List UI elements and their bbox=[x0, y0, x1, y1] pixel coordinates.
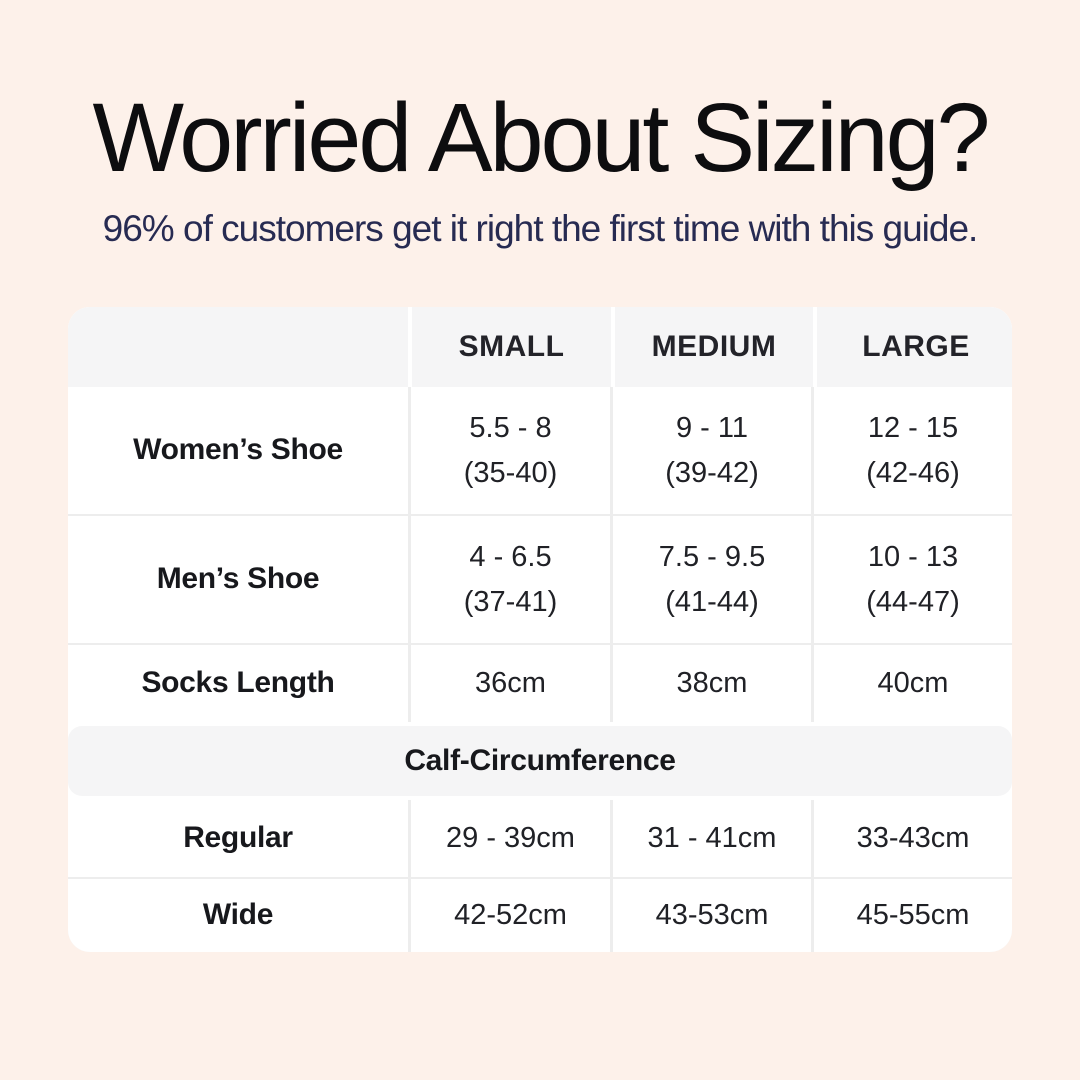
table-body-bottom: Regular 29 - 39cm 31 - 41cm 33-43cm Wide… bbox=[68, 800, 1012, 953]
table-cell: 12 - 15 (42-46) bbox=[814, 387, 1012, 515]
table-cell: 36cm bbox=[411, 645, 610, 723]
row-label-womens-shoe: Women’s Shoe bbox=[68, 387, 408, 515]
table-cell: 31 - 41cm bbox=[613, 800, 811, 878]
size-table: SMALL MEDIUM LARGE Women’s Shoe 5.5 - 8 … bbox=[68, 307, 1012, 953]
cell-line: 5.5 - 8 bbox=[469, 411, 552, 444]
cell-line: (39-42) bbox=[665, 456, 759, 489]
table-cell: 42-52cm bbox=[411, 879, 610, 953]
row-label-regular: Regular bbox=[68, 800, 408, 878]
table-cell: 45-55cm bbox=[814, 879, 1012, 953]
page-title: Worried About Sizing? bbox=[92, 83, 991, 192]
cell-line: (37-41) bbox=[463, 585, 558, 618]
column-header-small: SMALL bbox=[412, 307, 611, 388]
cell-line: 4 - 6.5 bbox=[469, 540, 552, 573]
column-header-large: LARGE bbox=[817, 307, 1012, 388]
cell-line: 12 - 15 bbox=[867, 411, 959, 444]
table-cell: 9 - 11 (39-42) bbox=[613, 387, 811, 515]
column-header-medium: MEDIUM bbox=[615, 307, 813, 388]
table-cell: 10 - 13 (44-47) bbox=[814, 516, 1012, 644]
cell-line: 7.5 - 9.5 bbox=[658, 540, 766, 573]
cell-line: (41-44) bbox=[665, 585, 759, 618]
table-header-row: SMALL MEDIUM LARGE bbox=[68, 307, 1012, 388]
row-label-socks-length: Socks Length bbox=[68, 645, 408, 723]
cell-line: 10 - 13 bbox=[867, 540, 959, 573]
cell-line: (44-47) bbox=[866, 585, 960, 618]
header-cell-empty bbox=[68, 307, 408, 388]
table-cell: 38cm bbox=[613, 645, 811, 723]
table-body-top: Women’s Shoe 5.5 - 8 (35-40) 9 - 11 (39-… bbox=[68, 387, 1012, 723]
cell-line: (35-40) bbox=[463, 456, 558, 489]
table-cell: 33-43cm bbox=[814, 800, 1012, 878]
table-cell: 40cm bbox=[814, 645, 1012, 723]
table-cell: 29 - 39cm bbox=[411, 800, 610, 878]
page-subtitle: 96% of customers get it right the first … bbox=[102, 207, 979, 249]
table-cell: 4 - 6.5 (37-41) bbox=[411, 516, 610, 644]
row-label-mens-shoe: Men’s Shoe bbox=[68, 516, 408, 644]
table-cell: 43-53cm bbox=[613, 879, 811, 953]
cell-line: (42-46) bbox=[866, 456, 960, 489]
section-header-calf-circumference: Calf-Circumference bbox=[68, 726, 1012, 797]
table-cell: 7.5 - 9.5 (41-44) bbox=[613, 516, 811, 644]
cell-line: 9 - 11 bbox=[675, 411, 748, 444]
table-cell: 5.5 - 8 (35-40) bbox=[411, 387, 610, 515]
row-label-wide: Wide bbox=[68, 879, 408, 953]
